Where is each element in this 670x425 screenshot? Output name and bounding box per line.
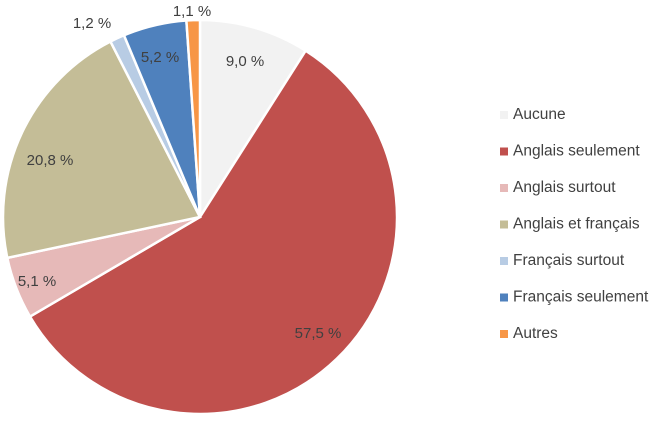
data-label-7: 1,1 % <box>173 3 211 20</box>
legend-label-6: Français seulement <box>513 289 649 306</box>
legend-label-5: Français surtout <box>513 252 625 269</box>
data-label-2: 57,5 % <box>295 325 342 342</box>
data-label-6: 5,2 % <box>141 49 179 66</box>
legend-swatch-4 <box>500 220 508 229</box>
data-label-5: 1,2 % <box>73 15 111 32</box>
data-label-1: 9,0 % <box>226 53 264 70</box>
legend-label-1: Aucune <box>513 106 566 123</box>
legend-swatch-6 <box>500 293 508 302</box>
data-label-3: 5,1 % <box>18 273 56 290</box>
legend-label-3: Anglais surtout <box>513 179 616 196</box>
pie-slice-4 <box>1 39 202 260</box>
legend-swatch-1 <box>500 111 508 119</box>
pie-slice-7 <box>185 18 202 218</box>
legend-label-4: Anglais et français <box>513 216 640 233</box>
legend-swatch-2 <box>500 147 508 156</box>
pie-slices <box>1 18 399 416</box>
data-labels: 9,0 % 57,5 % 5,1 % 20,8 % 1,2 % 5,2 % 1,1 % <box>18 3 342 342</box>
pie-slice-2 <box>28 48 399 416</box>
legend-label-7: Autres <box>513 325 558 342</box>
pie-slice-1 <box>198 18 308 222</box>
legend: Aucune Anglais seulement Anglais surtout An… <box>500 106 649 342</box>
legend-swatch-5 <box>500 257 508 265</box>
data-label-4: 20,8 % <box>27 152 74 169</box>
legend-label-2: Anglais seulement <box>513 143 640 160</box>
legend-swatch-7 <box>500 330 508 338</box>
legend-swatch-3 <box>500 184 508 192</box>
